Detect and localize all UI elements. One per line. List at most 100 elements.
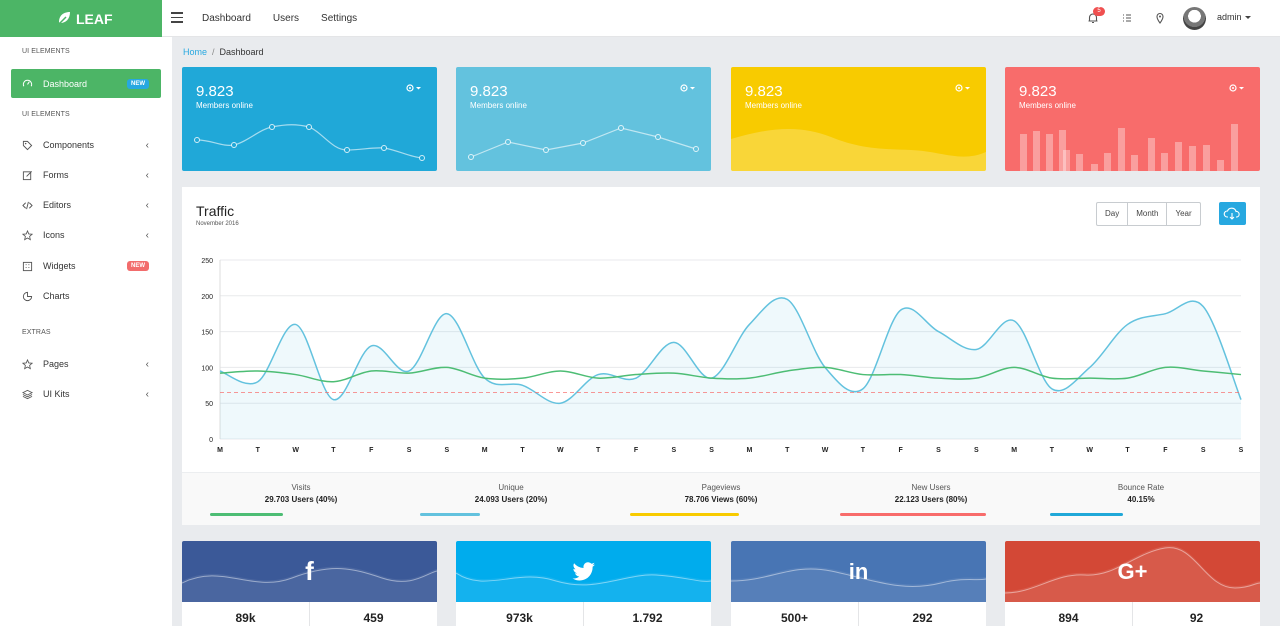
stat-value: 9.823 [745,83,783,100]
x-tick-label: T [1125,447,1130,454]
x-tick-label: F [369,447,374,454]
kpi-progress-bar [630,513,739,516]
social-stat-right: 1.792 [632,611,663,625]
x-tick-label: F [634,447,639,454]
social-card-twitter: 973k 1.792 [456,541,711,626]
range-day-button[interactable]: Day [1097,203,1129,225]
topnav-users[interactable]: Users [272,13,300,24]
kpi-progress-bar [210,513,283,516]
x-tick-label: T [520,447,525,454]
sidebar-item-dashboard[interactable]: Dashboard NEW [11,69,161,98]
leaf-icon [59,12,70,24]
stat-label: Members online [470,101,527,110]
star-icon [22,358,33,369]
kpi-value: 24.093 Users (20%) [474,495,548,504]
sidebar-item-label: Components [43,140,95,150]
stat-label: Members online [196,101,253,110]
stat-card-1: 9.823 Members online [182,67,437,171]
chevron-left-icon: ‹ [145,199,149,211]
kpi-pageviews: Pageviews 78.706 Views (60%) [616,483,826,516]
sidebar-item-charts[interactable]: Charts [11,284,161,308]
chevron-left-icon: ‹ [145,229,149,241]
y-tick-label: 100 [201,365,213,372]
wave-decoration [456,571,711,602]
series-line-2 [219,366,1242,383]
stat-value: 9.823 [196,83,234,100]
facebook-icon[interactable]: f [305,556,314,586]
sparkline-chart [731,128,986,171]
y-tick-label: 250 [201,258,213,265]
kpi-value: 22.123 Users (80%) [894,495,968,504]
grid-icon [22,261,33,271]
gear-dropdown-icon[interactable] [405,83,423,93]
x-tick-label: S [671,447,676,454]
menu-toggle-icon[interactable] [171,12,183,24]
sidebar-item-icons[interactable]: Icons ‹ [11,223,161,247]
gear-dropdown-icon[interactable] [954,83,972,93]
x-tick-label: T [256,447,261,454]
kpi-progress-bar [840,513,986,516]
download-button[interactable] [1219,202,1246,225]
x-tick-label: M [746,447,752,454]
sidebar-item-components[interactable]: Components ‹ [11,133,161,157]
sidebar-item-label: Charts [43,291,70,301]
breadcrumb-home[interactable]: Home [183,47,208,57]
x-tick-label: T [331,447,336,454]
section-title: UI ELEMENTS [22,48,70,55]
list-icon[interactable] [1120,11,1134,25]
twitter-icon[interactable] [456,541,711,602]
brand-logo[interactable]: LEAF [0,0,162,37]
sidebar-item-label: Widgets [43,261,76,271]
gear-dropdown-icon[interactable] [1228,83,1246,93]
google-plus-icon[interactable]: G+ [1117,558,1148,584]
cloud-download-icon [1223,207,1240,220]
range-month-button[interactable]: Month [1128,203,1168,225]
kpi-unique: Unique 24.093 Users (20%) [406,483,616,516]
sidebar-item-label: Editors [43,200,72,210]
sidebar-item-editors[interactable]: Editors ‹ [11,193,161,217]
topnav-settings[interactable]: Settings [321,13,358,24]
wave-decoration [1005,545,1260,602]
x-tick-label: S [709,447,714,454]
stat-value: 9.823 [1019,83,1057,100]
breadcrumb: Home / Dashboard [183,47,264,57]
linkedin-icon[interactable]: in [848,558,869,584]
wave-decoration [731,566,986,602]
sidebar-item-widgets[interactable]: Widgets NEW [11,254,161,278]
y-tick-label: 200 [201,294,213,301]
sidebar-item-ui-kits[interactable]: UI Kits ‹ [11,382,161,406]
sidebar: UI ELEMENTS Dashboard NEW UI ELEMENTS Co… [0,37,172,626]
x-tick-label: M [217,447,223,454]
location-pin-icon[interactable] [1153,11,1167,25]
section-title: EXTRAS [22,329,51,336]
stat-label: Members online [1019,101,1076,110]
sidebar-item-forms[interactable]: Forms ‹ [11,163,161,187]
social-card-google-plus: G+ 894 92 [1005,541,1260,626]
breadcrumb-current: Dashboard [219,47,264,57]
edit-icon [22,170,32,180]
layers-icon [22,389,33,399]
stat-label: Members online [745,101,802,110]
user-menu[interactable]: admin [1217,12,1251,22]
wave-decoration [182,566,437,602]
avatar[interactable] [1183,7,1206,30]
range-year-button[interactable]: Year [1175,209,1192,218]
y-tick-label: 150 [201,330,213,337]
chevron-left-icon: ‹ [145,388,149,400]
topnav-dashboard[interactable]: Dashboard [202,13,251,24]
pie-icon [22,291,33,301]
social-stat-left: 973k [456,602,584,626]
kpi-bounce-rate: Bounce Rate 40.15% [1036,483,1246,516]
traffic-chart: 0 50 100 150 200 250 M T W T F S S M T W T F S S M T W T F S S M T W T… [201,258,1243,454]
chevron-left-icon: ‹ [145,169,149,181]
x-tick-label: T [785,447,790,454]
kpi-visits: Visits 29.703 Users (40%) [196,483,406,516]
gear-dropdown-icon[interactable] [679,83,697,93]
sidebar-item-label: Dashboard [43,78,88,89]
kpi-footer: Visits 29.703 Users (40%) Unique 24.093 … [182,472,1260,525]
sidebar-item-pages[interactable]: Pages ‹ [11,352,161,376]
kpi-progress-bar [420,513,480,516]
sidebar-item-label: Pages [43,359,69,369]
kpi-value: 78.706 Views (60%) [684,495,758,504]
x-tick-label: S [974,447,979,454]
